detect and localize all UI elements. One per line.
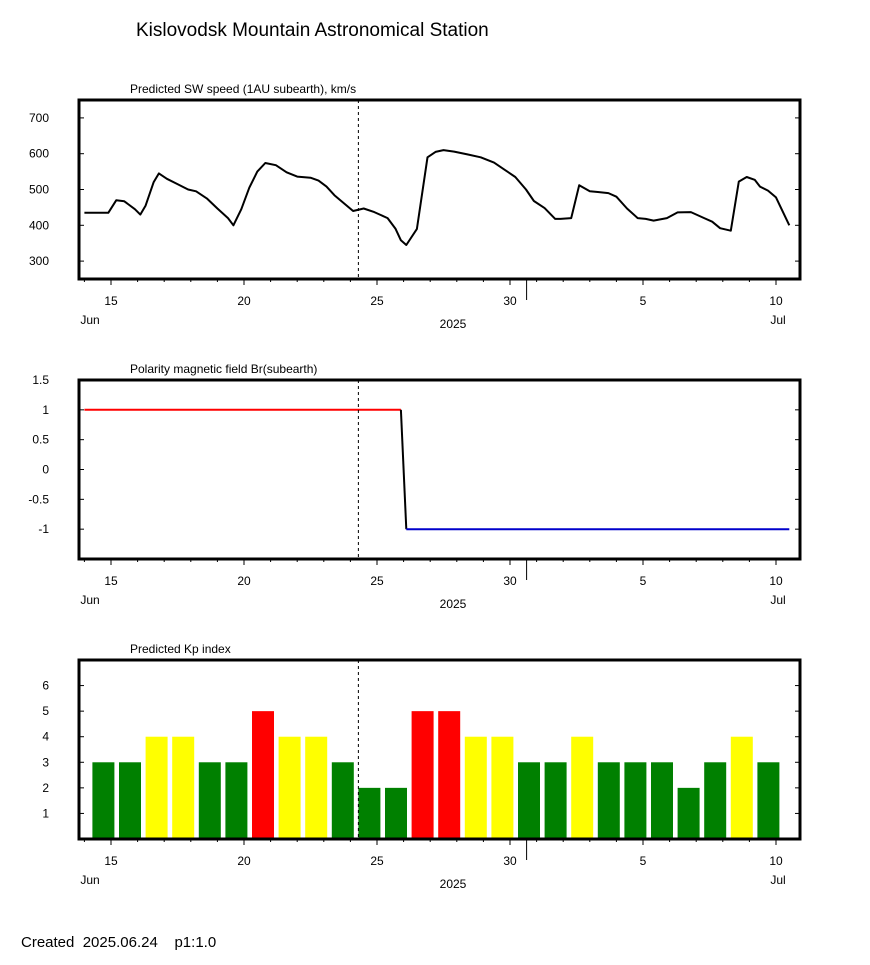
kp-bar (278, 736, 301, 839)
y-tick-label: 3 (42, 755, 49, 769)
x-axis-year-label: 2025 (440, 597, 467, 611)
kp-bar (757, 762, 780, 839)
x-tick-label: 20 (237, 294, 251, 308)
y-tick-label: 600 (29, 147, 49, 161)
x-tick-label: 5 (640, 574, 647, 588)
month-label: Jun (80, 873, 99, 887)
x-tick-label: 30 (503, 854, 517, 868)
x-tick-label: 25 (370, 854, 384, 868)
y-tick-label: -1 (38, 522, 49, 536)
kp-bar (119, 762, 141, 839)
x-tick-label: 10 (769, 574, 783, 588)
y-tick-label: 5 (42, 704, 49, 718)
panel-title: Polarity magnetic field Br(subearth) (130, 362, 317, 376)
kp-bar (491, 736, 514, 839)
kp-bar (651, 762, 673, 839)
kp-bar (225, 762, 248, 839)
kp-bar (92, 762, 115, 839)
month-label: Jun (80, 593, 99, 607)
plot-frame (77, 658, 802, 841)
kp-bar (385, 787, 407, 839)
kp-bar (438, 711, 461, 839)
x-tick-label: 5 (640, 294, 647, 308)
kp-bar (624, 762, 647, 839)
kp-bar (172, 736, 195, 839)
y-tick-label: 1.5 (32, 373, 49, 387)
y-tick-label: 1 (42, 403, 49, 417)
x-axis-year-label: 2025 (440, 317, 467, 331)
panel-title: Predicted Kp index (130, 642, 231, 656)
y-tick-label: 6 (42, 679, 49, 693)
kp-bar (252, 711, 274, 839)
y-tick-label: 400 (29, 218, 49, 232)
y-tick-label: 700 (29, 111, 49, 125)
kp-bar (145, 736, 168, 839)
footer: Created 2025.06.24 p1:1.0 (21, 934, 216, 951)
y-tick-label: -0.5 (28, 492, 49, 506)
kp-bar (730, 736, 753, 839)
footer-page: p1:1.0 (174, 934, 217, 951)
y-tick-label: 0 (42, 463, 49, 477)
kp-bar (464, 736, 487, 839)
plot-frame (77, 378, 802, 561)
kp-bar (597, 762, 620, 839)
x-tick-label: 10 (769, 854, 783, 868)
x-tick-label: 20 (237, 854, 251, 868)
panel-title: Predicted SW speed (1AU subearth), km/s (130, 82, 356, 96)
kp-bar (518, 762, 540, 839)
x-tick-label: 30 (503, 294, 517, 308)
page-title: Kislovodsk Mountain Astronomical Station (136, 20, 489, 41)
x-tick-label: 25 (370, 294, 384, 308)
kp-bar (677, 787, 700, 839)
y-tick-label: 500 (29, 183, 49, 197)
x-tick-label: 20 (237, 574, 251, 588)
x-tick-label: 15 (104, 574, 118, 588)
series-line (399, 409, 408, 530)
x-tick-label: 10 (769, 294, 783, 308)
x-tick-label: 25 (370, 574, 384, 588)
y-tick-label: 4 (42, 730, 49, 744)
kp-bar (704, 762, 727, 839)
kp-bar (544, 762, 567, 839)
series-line (84, 149, 791, 246)
footer-created-label: Created (21, 934, 75, 951)
y-tick-label: 300 (29, 254, 49, 268)
month-label: Jul (770, 593, 785, 607)
footer-date: 2025.06.24 (82, 934, 158, 951)
kp-bar (198, 762, 221, 839)
x-tick-label: 15 (104, 294, 118, 308)
month-label: Jun (80, 313, 99, 327)
month-label: Jul (770, 873, 785, 887)
kp-bar (571, 736, 594, 839)
x-tick-label: 30 (503, 574, 517, 588)
month-label: Jul (770, 313, 785, 327)
kp-bar (305, 736, 328, 839)
kp-bar (411, 711, 434, 839)
x-tick-label: 15 (104, 854, 118, 868)
kp-bar (331, 762, 354, 839)
y-tick-label: 2 (42, 781, 49, 795)
x-tick-label: 5 (640, 854, 647, 868)
y-tick-label: 0.5 (32, 433, 49, 447)
x-axis-year-label: 2025 (440, 877, 467, 891)
kp-bar (358, 787, 381, 839)
plot-frame (77, 98, 802, 281)
y-tick-label: 1 (42, 806, 49, 820)
